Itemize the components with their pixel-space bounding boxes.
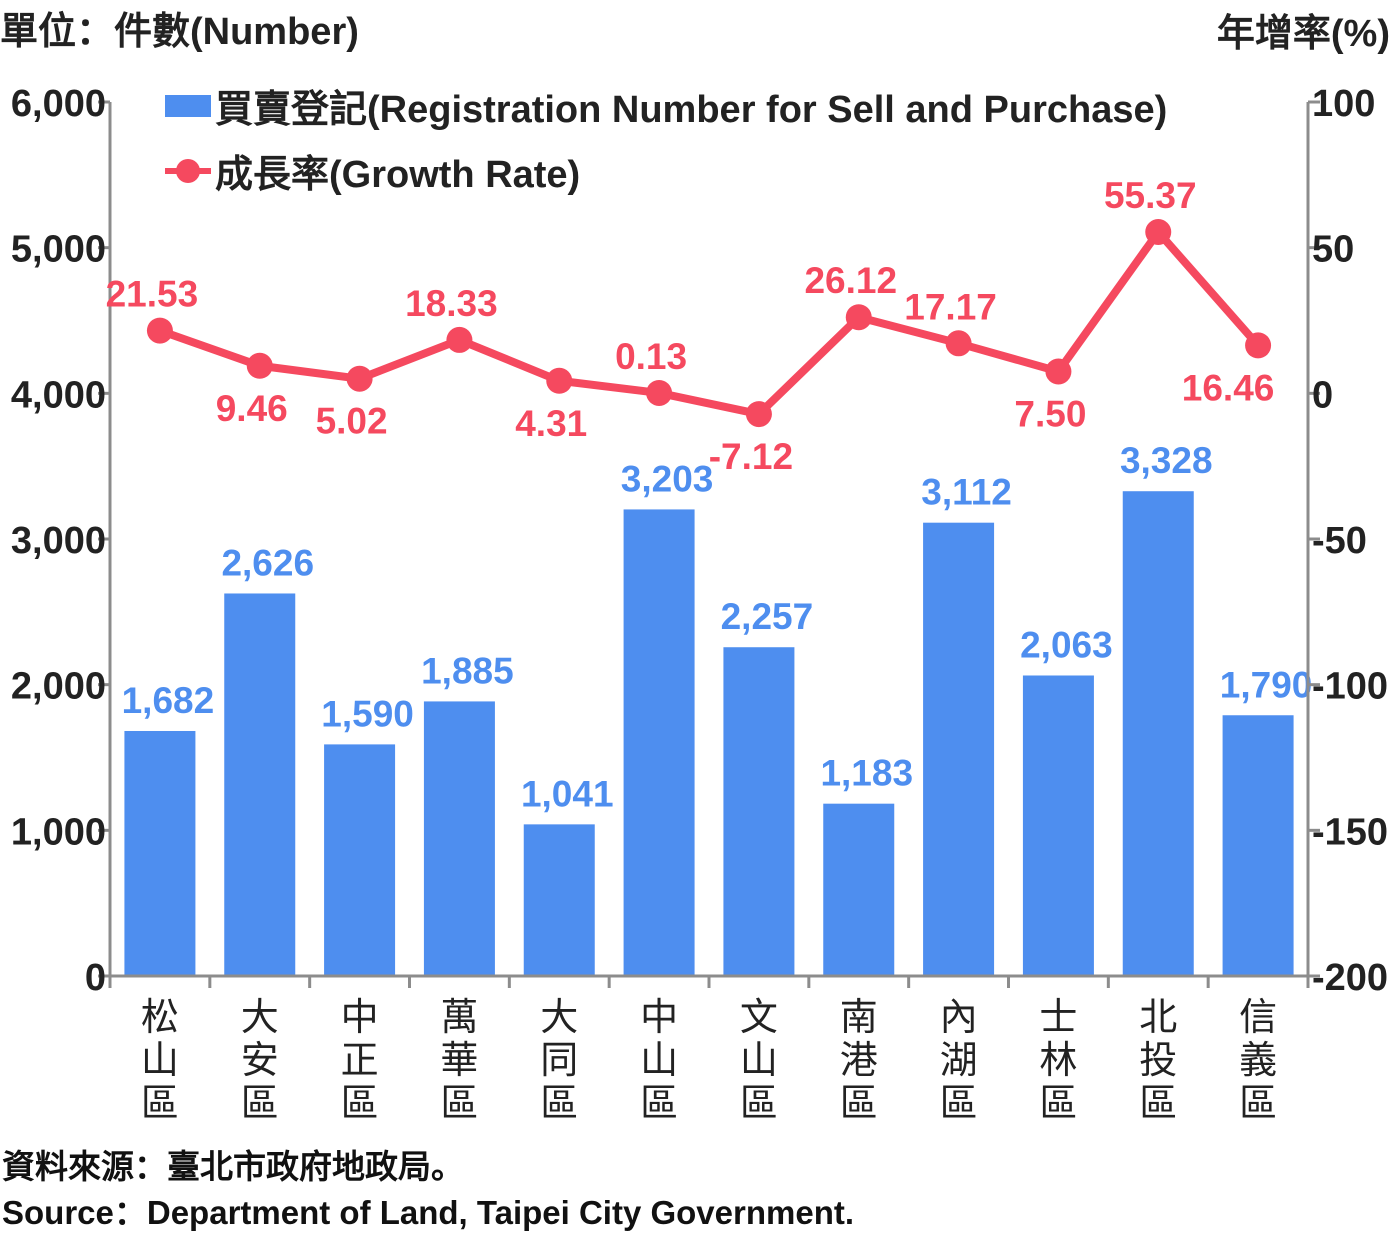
- growth-point-8: [845, 304, 872, 331]
- bar-value-label: 1,682: [122, 680, 215, 721]
- source-note-en: Source：Department of Land, Taipei City G…: [2, 1194, 855, 1231]
- growth-point-10: [1045, 358, 1072, 385]
- right-tick-label: -150: [1312, 811, 1388, 853]
- right-axis-unit: 年增率(%): [1216, 13, 1390, 55]
- left-tick-label: 5,000: [11, 229, 106, 271]
- bar-value-label: 1,041: [521, 773, 614, 814]
- legend-line-swatch: [165, 158, 211, 183]
- right-tick-label: -100: [1312, 666, 1388, 708]
- bar-9: [923, 522, 995, 976]
- bar-value-label: 1,790: [1220, 664, 1313, 705]
- category-label: 中正區: [341, 997, 379, 1125]
- bar-value-label: 3,112: [921, 472, 1012, 513]
- left-tick-label: 2,000: [11, 666, 106, 708]
- category-label: 士林區: [1039, 997, 1077, 1125]
- growth-point-5: [546, 367, 573, 394]
- right-tick-label: 50: [1312, 229, 1354, 271]
- category-label: 大同區: [540, 997, 578, 1125]
- growth-rate-line: [158, 228, 1262, 419]
- legend-bar-label: 買賣登記(Registration Number for Sell and Pu…: [215, 89, 1168, 131]
- growth-value-label: 26.12: [804, 260, 897, 301]
- growth-value-label: 0.13: [615, 336, 687, 377]
- bar-value-label: 2,063: [1020, 624, 1113, 665]
- right-tick-label: -200: [1312, 957, 1388, 999]
- growth-point-1: [146, 317, 173, 344]
- bar-12: [1222, 715, 1294, 976]
- category-label: 松山區: [141, 997, 179, 1125]
- legend-item-bar: 買賣登記(Registration Number for Sell and Pu…: [165, 78, 1167, 133]
- bar-value-label: 2,626: [221, 542, 314, 583]
- growth-point-7: [745, 401, 772, 428]
- category-label: 文山區: [740, 997, 778, 1125]
- growth-value-label: 17.17: [904, 286, 997, 327]
- bar-5: [523, 824, 595, 976]
- left-tick-label: 0: [85, 957, 106, 999]
- growth-value-label: 4.31: [515, 403, 587, 444]
- bar-value-label: 2,257: [721, 596, 814, 637]
- bar-11: [1122, 491, 1194, 976]
- right-tick-label: 100: [1312, 83, 1375, 125]
- growth-point-9: [945, 330, 972, 357]
- growth-point-11: [1145, 219, 1172, 246]
- growth-point-2: [246, 352, 273, 379]
- category-label: 信義區: [1239, 997, 1277, 1125]
- right-tick-label: 0: [1312, 374, 1333, 416]
- bar-3: [324, 744, 396, 976]
- bar-7: [723, 647, 795, 976]
- category-label: 北投區: [1139, 997, 1177, 1125]
- right-tick-label: -50: [1312, 520, 1367, 562]
- growth-value-label: 55.37: [1104, 175, 1197, 216]
- growth-value-label: 7.50: [1014, 393, 1086, 434]
- category-label: 大安區: [241, 997, 279, 1125]
- left-tick-label: 1,000: [11, 811, 106, 853]
- left-tick-label: 6,000: [11, 83, 106, 125]
- category-label: 南港區: [840, 997, 878, 1125]
- bar-value-label: 3,328: [1120, 440, 1213, 481]
- category-label: 內湖區: [940, 997, 978, 1125]
- legend-item-line: 成長率(Growth Rate): [165, 143, 580, 198]
- category-label: 中山區: [640, 997, 678, 1125]
- growth-value-label: 21.53: [106, 274, 199, 315]
- growth-point-4: [446, 326, 473, 353]
- bar-value-label: 1,183: [820, 753, 913, 794]
- bar-4: [423, 701, 495, 976]
- growth-point-6: [646, 379, 673, 406]
- source-note-cn: 資料來源：臺北市政府地政局。: [2, 1148, 464, 1185]
- left-tick-label: 4,000: [11, 374, 106, 416]
- growth-value-label: -7.12: [709, 436, 793, 477]
- bar-6: [623, 509, 695, 976]
- legend-bar-swatch: [165, 94, 211, 117]
- growth-point-12: [1245, 332, 1272, 359]
- bar-value-label: 3,203: [621, 458, 714, 499]
- growth-point-3: [346, 365, 373, 392]
- growth-value-label: 18.33: [405, 283, 498, 324]
- growth-value-label: 5.02: [316, 401, 388, 442]
- left-axis-unit: 單位：件數(Number): [0, 11, 359, 53]
- growth-value-label: 16.46: [1182, 367, 1275, 408]
- bar-value-label: 1,885: [421, 650, 514, 691]
- bar-10: [1022, 675, 1094, 976]
- bar-value-label: 1,590: [321, 693, 414, 734]
- growth-value-label: 9.46: [216, 388, 288, 429]
- bar-8: [823, 803, 895, 976]
- bar-2: [224, 593, 296, 976]
- bar-1: [124, 730, 196, 976]
- legend-line-label: 成長率(Growth Rate): [215, 154, 581, 196]
- category-label: 萬華區: [440, 997, 478, 1125]
- left-tick-label: 3,000: [11, 520, 106, 562]
